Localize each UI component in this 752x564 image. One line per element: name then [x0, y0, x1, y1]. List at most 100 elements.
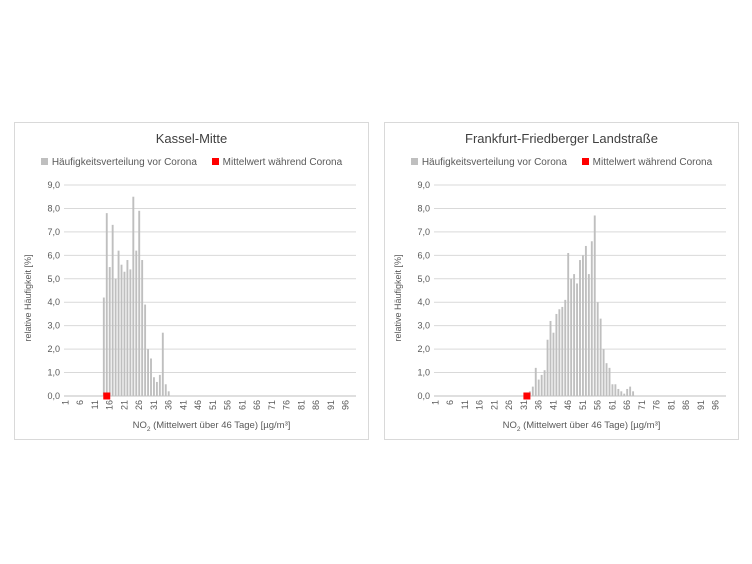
histogram-bar [531, 386, 534, 396]
legend-swatch-gray [410, 157, 418, 165]
histogram-bar [164, 384, 167, 396]
histogram-bar [150, 358, 152, 396]
histogram-bar [561, 306, 564, 396]
y-tick-label: 1,0 [417, 368, 430, 378]
histogram-bar [582, 255, 584, 396]
histogram-bar [617, 388, 620, 396]
chart-title: Frankfurt-Friedberger Landstraße [465, 131, 658, 146]
y-tick-label: 8,0 [47, 203, 60, 213]
histogram-bar [132, 196, 135, 396]
y-tick-label: 8,0 [417, 203, 430, 213]
histogram-bar [629, 386, 632, 396]
histogram-bar [587, 274, 590, 396]
histogram-bar [540, 374, 543, 396]
histogram-bar [102, 297, 105, 396]
histogram-bar [120, 264, 123, 396]
x-axis-label-main: NO [132, 420, 147, 431]
histogram-bar [626, 388, 629, 396]
histogram-bar [596, 302, 599, 396]
histogram-bar [167, 391, 170, 396]
x-tick-label: 16 [475, 400, 485, 410]
y-tick-label: 1,0 [47, 368, 60, 378]
x-tick-label: 76 [282, 400, 292, 410]
x-tick-label: 96 [711, 400, 721, 410]
x-axis-label-main: NO [502, 420, 517, 431]
histogram-bar [111, 224, 114, 396]
y-tick-label: 2,0 [417, 344, 430, 354]
x-tick-label: 26 [134, 400, 144, 410]
x-tick-label: 76 [652, 400, 662, 410]
x-tick-label: 71 [637, 400, 647, 410]
x-tick-label: 21 [119, 400, 129, 410]
x-tick-label: 26 [504, 400, 514, 410]
histogram-bar [576, 283, 578, 396]
histogram-bar [537, 379, 540, 396]
histogram-bar [543, 370, 546, 396]
histogram-bar [161, 332, 164, 396]
y-tick-label: 9,0 [417, 180, 430, 190]
histogram-bar [552, 332, 555, 396]
x-axis-label: NO2 (Mittelwert über 46 Tage) [µg/m³] [55, 420, 368, 433]
x-tick-label: 71 [267, 400, 277, 410]
histogram-bar [570, 278, 573, 396]
y-tick-label: 0,0 [47, 391, 60, 401]
x-tick-label: 91 [326, 400, 336, 410]
x-tick-label: 1 [430, 400, 440, 405]
histogram-bar [614, 384, 617, 396]
histogram-bar [564, 299, 567, 396]
x-tick-label: 91 [696, 400, 706, 410]
y-tick-label: 5,0 [47, 274, 60, 284]
histogram-bar [602, 349, 605, 396]
x-tick-label: 86 [681, 400, 691, 410]
histogram-bar [632, 391, 635, 396]
x-tick-label: 21 [489, 400, 499, 410]
legend-swatch-red [581, 157, 589, 165]
histogram-bar [593, 215, 596, 396]
legend-item-distribution: Häufigkeitsverteilung vor Corona [410, 157, 567, 168]
histogram-bar [155, 381, 158, 396]
x-tick-label: 11 [460, 400, 470, 409]
histogram-bar [135, 250, 138, 396]
x-tick-label: 81 [296, 400, 306, 410]
legend-label: Häufigkeitsverteilung vor Corona [51, 157, 197, 168]
histogram-bar [138, 210, 141, 396]
y-tick-label: 2,0 [47, 344, 60, 354]
x-tick-label: 36 [534, 400, 544, 410]
x-axis-label-rest: (Mittelwert über 46 Tage) [µg/m³] [520, 420, 661, 431]
x-axis-label-rest: (Mittelwert über 46 Tage) [µg/m³] [150, 420, 291, 431]
histogram-bar [605, 363, 608, 396]
x-tick-label: 31 [149, 400, 159, 410]
histogram-bar [147, 349, 150, 396]
legend-swatch-gray [40, 157, 48, 165]
histogram-bar [546, 339, 549, 396]
y-tick-label: 7,0 [417, 227, 430, 237]
histogram-bar [623, 393, 626, 396]
y-tick-label: 9,0 [47, 180, 60, 190]
legend-item-mean: Mittelwert während Corona [581, 157, 713, 168]
x-tick-label: 51 [578, 400, 588, 410]
histogram-bar [153, 377, 155, 396]
y-tick-label: 3,0 [47, 321, 60, 331]
x-tick-label: 66 [252, 400, 262, 410]
chart-legend: Häufigkeitsverteilung vor Corona Mittelw… [385, 157, 738, 168]
histogram-bar [108, 267, 111, 396]
histogram-bar [558, 309, 561, 396]
legend-label: Mittelwert während Corona [592, 157, 713, 168]
legend-label: Häufigkeitsverteilung vor Corona [421, 157, 567, 168]
x-tick-label: 46 [563, 400, 573, 410]
x-tick-label: 31 [519, 400, 529, 410]
x-tick-label: 16 [105, 400, 115, 410]
histogram-bar [126, 260, 129, 396]
chart-title: Kassel-Mitte [155, 131, 228, 146]
histogram-bar [608, 367, 611, 396]
x-axis-label-subscript: 2 [516, 425, 521, 433]
histogram-bar [567, 252, 570, 396]
histogram-bar [114, 278, 117, 396]
histogram-bar [573, 274, 576, 396]
legend-item-mean: Mittelwert während Corona [211, 157, 342, 168]
histogram-bar [611, 384, 614, 396]
x-tick-label: 41 [548, 400, 558, 410]
histogram-bar [105, 213, 108, 396]
x-tick-label: 11 [90, 400, 100, 409]
x-tick-label: 86 [311, 400, 321, 410]
